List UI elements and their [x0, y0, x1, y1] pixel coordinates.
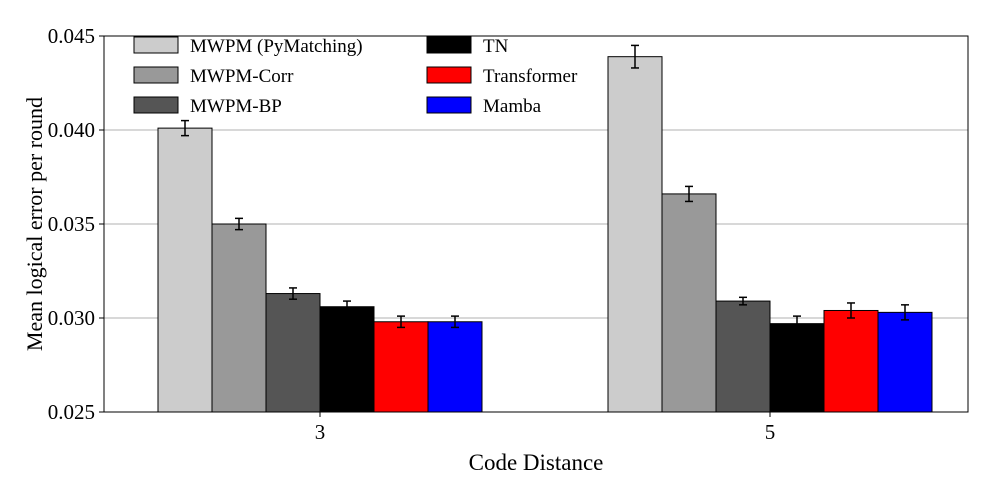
legend-item: Mamba — [426, 96, 542, 117]
error-bar — [289, 287, 297, 300]
bars-group — [157, 56, 933, 413]
error-bar — [847, 302, 855, 319]
bar-tn-d3 — [319, 306, 375, 413]
legend-swatch — [426, 66, 472, 84]
error-bar — [631, 44, 639, 69]
bar-mamba-d3 — [427, 321, 483, 413]
legend-label: MWPM-Corr — [190, 66, 294, 87]
error-bars-group — [181, 44, 909, 332]
y-tick-label: 0.035 — [48, 212, 95, 236]
legend-swatch — [426, 36, 472, 54]
bar-mwpm-bp-d5 — [715, 300, 771, 413]
error-bar — [793, 315, 801, 332]
legend-item: MWPM-Corr — [133, 66, 294, 87]
legend-swatch — [133, 96, 179, 114]
legend-label: MWPM (PyMatching) — [190, 36, 363, 57]
legend-swatch — [426, 96, 472, 114]
legend-label: Transformer — [483, 66, 578, 87]
bar-mwpm-corr-d3 — [211, 223, 267, 413]
y-tick-label: 0.045 — [48, 24, 95, 48]
y-axis-label: Mean logical error per round — [22, 97, 47, 351]
bar-mamba-d5 — [877, 311, 933, 413]
legend-item: MWPM-BP — [133, 96, 282, 117]
error-bar — [235, 217, 243, 231]
legend-label: TN — [483, 36, 509, 57]
y-tick-label: 0.025 — [48, 400, 95, 424]
bar-mwpm-corr-d5 — [661, 193, 717, 413]
bar-transformer-d3 — [373, 321, 429, 413]
legend-label: Mamba — [483, 96, 542, 117]
error-bar — [343, 300, 351, 314]
legend-item: MWPM (PyMatching) — [133, 36, 363, 57]
bar-mwpm-pymatching-d3 — [157, 127, 213, 413]
legend-item: TN — [426, 36, 509, 57]
x-tick-label: 3 — [315, 420, 326, 444]
bar-tn-d5 — [769, 323, 825, 413]
y-tick-label: 0.030 — [48, 306, 95, 330]
error-bar — [451, 315, 459, 329]
legend-swatch — [133, 36, 179, 54]
error-bar — [181, 119, 189, 137]
x-axis-label: Code Distance — [469, 450, 604, 475]
error-bar — [739, 296, 747, 306]
legend-item: Transformer — [426, 66, 578, 87]
error-bar — [901, 304, 909, 321]
error-bar — [685, 185, 693, 203]
legend: MWPM (PyMatching) MWPM-Corr MWPM-BP TN Trans… — [133, 36, 578, 117]
bar-mwpm-bp-d3 — [265, 293, 321, 413]
legend-label: MWPM-BP — [190, 96, 282, 117]
y-axis-ticks: 0.025 0.030 0.035 0.040 0.045 — [48, 24, 104, 424]
bar-transformer-d5 — [823, 309, 879, 413]
bar-mwpm-pymatching-d5 — [607, 56, 663, 413]
legend-swatch — [133, 66, 179, 84]
y-tick-label: 0.040 — [48, 118, 95, 142]
error-bar — [397, 315, 405, 329]
x-tick-label: 5 — [765, 420, 776, 444]
